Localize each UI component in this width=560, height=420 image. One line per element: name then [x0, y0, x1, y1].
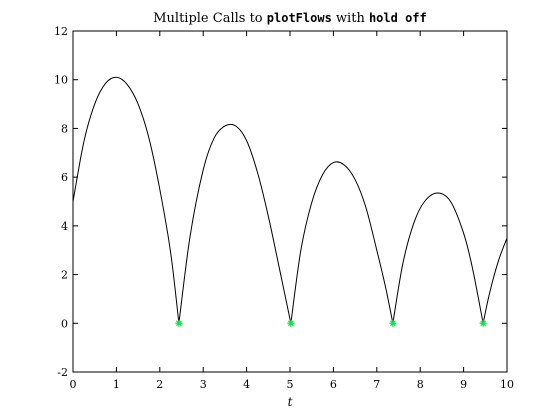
- data-point-marker: [287, 319, 295, 327]
- x-tick-label: 3: [200, 378, 207, 391]
- data-point-marker: [389, 319, 397, 327]
- x-tick-label: 0: [70, 378, 77, 391]
- data-point-marker: [175, 319, 183, 327]
- x-axis: 0 1 2 3 4 5 6 7 8 9 10: [70, 31, 514, 391]
- chart-title-code-function: plotFlows: [267, 11, 332, 25]
- y-tick-label: 2: [61, 269, 68, 282]
- chart-title-code-hold: hold off: [369, 11, 427, 25]
- x-tick-label: 6: [330, 378, 337, 391]
- series-line-arc: [178, 123, 292, 324]
- y-tick-label: 12: [54, 25, 68, 38]
- x-tick-label: 5: [287, 378, 294, 391]
- y-tick-label: 4: [61, 220, 68, 233]
- series-line-arc: [72, 76, 180, 324]
- series-line-arc: [392, 192, 484, 324]
- x-tick-label: 8: [417, 378, 424, 391]
- y-tick-label: 10: [54, 74, 68, 87]
- chart-title: Multiple Calls to plotFlows with hold of…: [153, 11, 427, 26]
- y-tick-label: 8: [61, 122, 68, 135]
- x-axis-label: t: [288, 395, 293, 409]
- chart-title-middle: with: [332, 11, 369, 26]
- chart-title-prefix: Multiple Calls to: [153, 11, 267, 26]
- x-tick-label: 10: [500, 378, 514, 391]
- x-tick-label: 1: [113, 378, 120, 391]
- series-line-arc: [290, 161, 394, 324]
- plot-area: [72, 76, 508, 327]
- y-tick-label: 6: [61, 171, 68, 184]
- x-tick-label: 2: [156, 378, 163, 391]
- y-tick-label: 0: [61, 317, 68, 330]
- x-tick-label: 7: [373, 378, 380, 391]
- x-tick-label: 9: [460, 378, 467, 391]
- y-tick-label: -2: [57, 366, 68, 379]
- series-line-arc: [482, 237, 508, 324]
- y-axis: -2 0 2 4 6 8 10 12: [54, 25, 507, 379]
- x-tick-label: 4: [243, 378, 250, 391]
- data-point-marker: [479, 319, 487, 327]
